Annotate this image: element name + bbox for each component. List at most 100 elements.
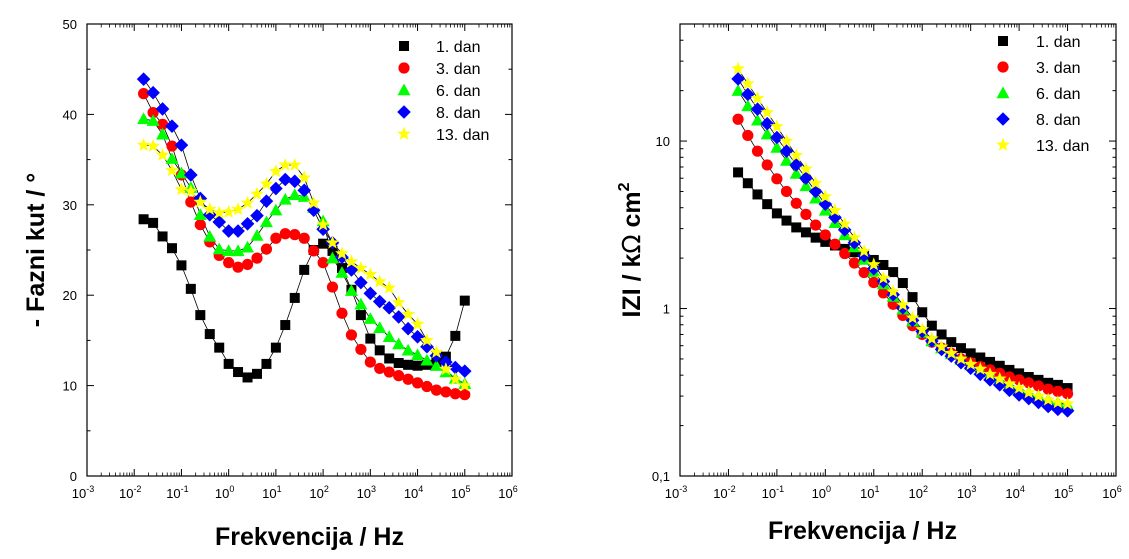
legend-label: 3. dan	[1036, 60, 1080, 77]
data-point	[231, 244, 245, 257]
x-tick-base: 10	[1054, 486, 1068, 501]
data-point	[355, 310, 366, 321]
data-point	[800, 227, 811, 238]
data-point	[1060, 396, 1075, 410]
legend-marker	[399, 41, 409, 51]
data-point	[750, 102, 765, 116]
data-point	[270, 342, 281, 353]
x-tick-label: 10-1	[166, 484, 188, 501]
data-point	[770, 141, 784, 153]
legend-marker	[997, 61, 1009, 73]
data-point	[289, 229, 301, 241]
data-point	[165, 152, 179, 164]
data-point	[184, 168, 198, 182]
data-point	[1033, 374, 1044, 385]
data-point	[363, 312, 377, 324]
x-tick-base: 10	[72, 486, 86, 501]
data-point	[857, 248, 871, 263]
x-tick-label: 106	[498, 484, 517, 501]
data-point	[847, 230, 862, 244]
data-point	[740, 76, 755, 90]
data-point	[820, 236, 831, 247]
chart-panel-1: 10-3 10-2 10-1 100 101 102 103 104 105 1060102030…	[22, 17, 518, 551]
data-point	[1023, 372, 1034, 383]
x-tick-exp: 6	[513, 484, 518, 494]
data-point	[1042, 383, 1054, 395]
data-point	[260, 243, 273, 255]
data-point	[771, 173, 783, 185]
x-tick-base: 10	[713, 486, 727, 501]
x-tick-base: 10	[957, 486, 971, 501]
data-point	[363, 286, 378, 301]
data-point	[808, 184, 823, 199]
legend-label: 13. dan	[1036, 138, 1089, 155]
legend-marker	[397, 105, 411, 119]
data-point	[146, 85, 160, 100]
data-point	[289, 292, 300, 303]
data-point	[799, 179, 813, 192]
data-point	[166, 140, 178, 152]
data-point	[450, 330, 461, 341]
x-tick-label: 100	[812, 484, 831, 501]
data-point	[383, 366, 395, 378]
data-point	[136, 72, 151, 86]
data-point	[771, 208, 782, 219]
data-point	[269, 164, 283, 178]
data-point	[412, 360, 423, 371]
data-point	[448, 372, 463, 386]
x-tick-label: 100	[215, 484, 234, 501]
data-point	[800, 208, 812, 220]
data-point	[212, 205, 227, 219]
data-point	[270, 232, 282, 244]
data-point	[364, 356, 376, 368]
x-tick-base: 10	[762, 486, 776, 501]
data-point	[448, 360, 463, 375]
fit-line-13dan	[737, 68, 1068, 405]
x-tick-exp: 1	[875, 484, 880, 494]
y-title-main: IZI / k	[618, 254, 646, 318]
data-point	[1043, 377, 1054, 388]
data-point	[411, 348, 425, 361]
x-tick-label: 10-2	[713, 484, 735, 501]
data-point	[401, 343, 415, 356]
data-point	[355, 343, 367, 356]
x-tick-label: 102	[908, 484, 927, 501]
data-point	[194, 219, 206, 231]
y-axis-title: IZI / kΩ cm2	[616, 182, 646, 317]
data-point	[185, 283, 196, 294]
data-point	[1021, 391, 1036, 406]
data-point	[897, 278, 908, 289]
legend-label: 1. dan	[436, 39, 480, 56]
data-point	[732, 113, 744, 125]
data-point	[1023, 377, 1035, 389]
data-point	[1041, 392, 1056, 406]
data-point	[318, 238, 329, 249]
x-tick-exp: -3	[86, 484, 94, 494]
data-point	[203, 229, 217, 242]
data-point	[917, 307, 928, 318]
data-point	[429, 348, 444, 363]
data-point	[905, 310, 920, 324]
data-point	[327, 245, 338, 256]
data-point	[212, 215, 227, 229]
data-point	[799, 161, 813, 175]
data-point	[847, 235, 862, 250]
data-point	[174, 182, 189, 196]
data-point	[837, 216, 852, 230]
data-point	[222, 244, 236, 257]
data-point	[781, 215, 792, 226]
x-tick-base: 10	[1102, 486, 1116, 501]
data-point	[261, 358, 272, 369]
data-point	[287, 174, 302, 189]
x-tick-label: 103	[957, 484, 976, 501]
data-point	[752, 189, 763, 200]
x-tick-base: 10	[262, 486, 276, 501]
data-point	[382, 280, 397, 294]
fit-line-8dan	[737, 78, 1068, 412]
series-13dan	[731, 61, 1075, 410]
data-point	[221, 224, 236, 238]
x-tick-exp: -1	[181, 484, 189, 494]
data-point	[1012, 380, 1026, 394]
data-point	[1031, 388, 1046, 402]
